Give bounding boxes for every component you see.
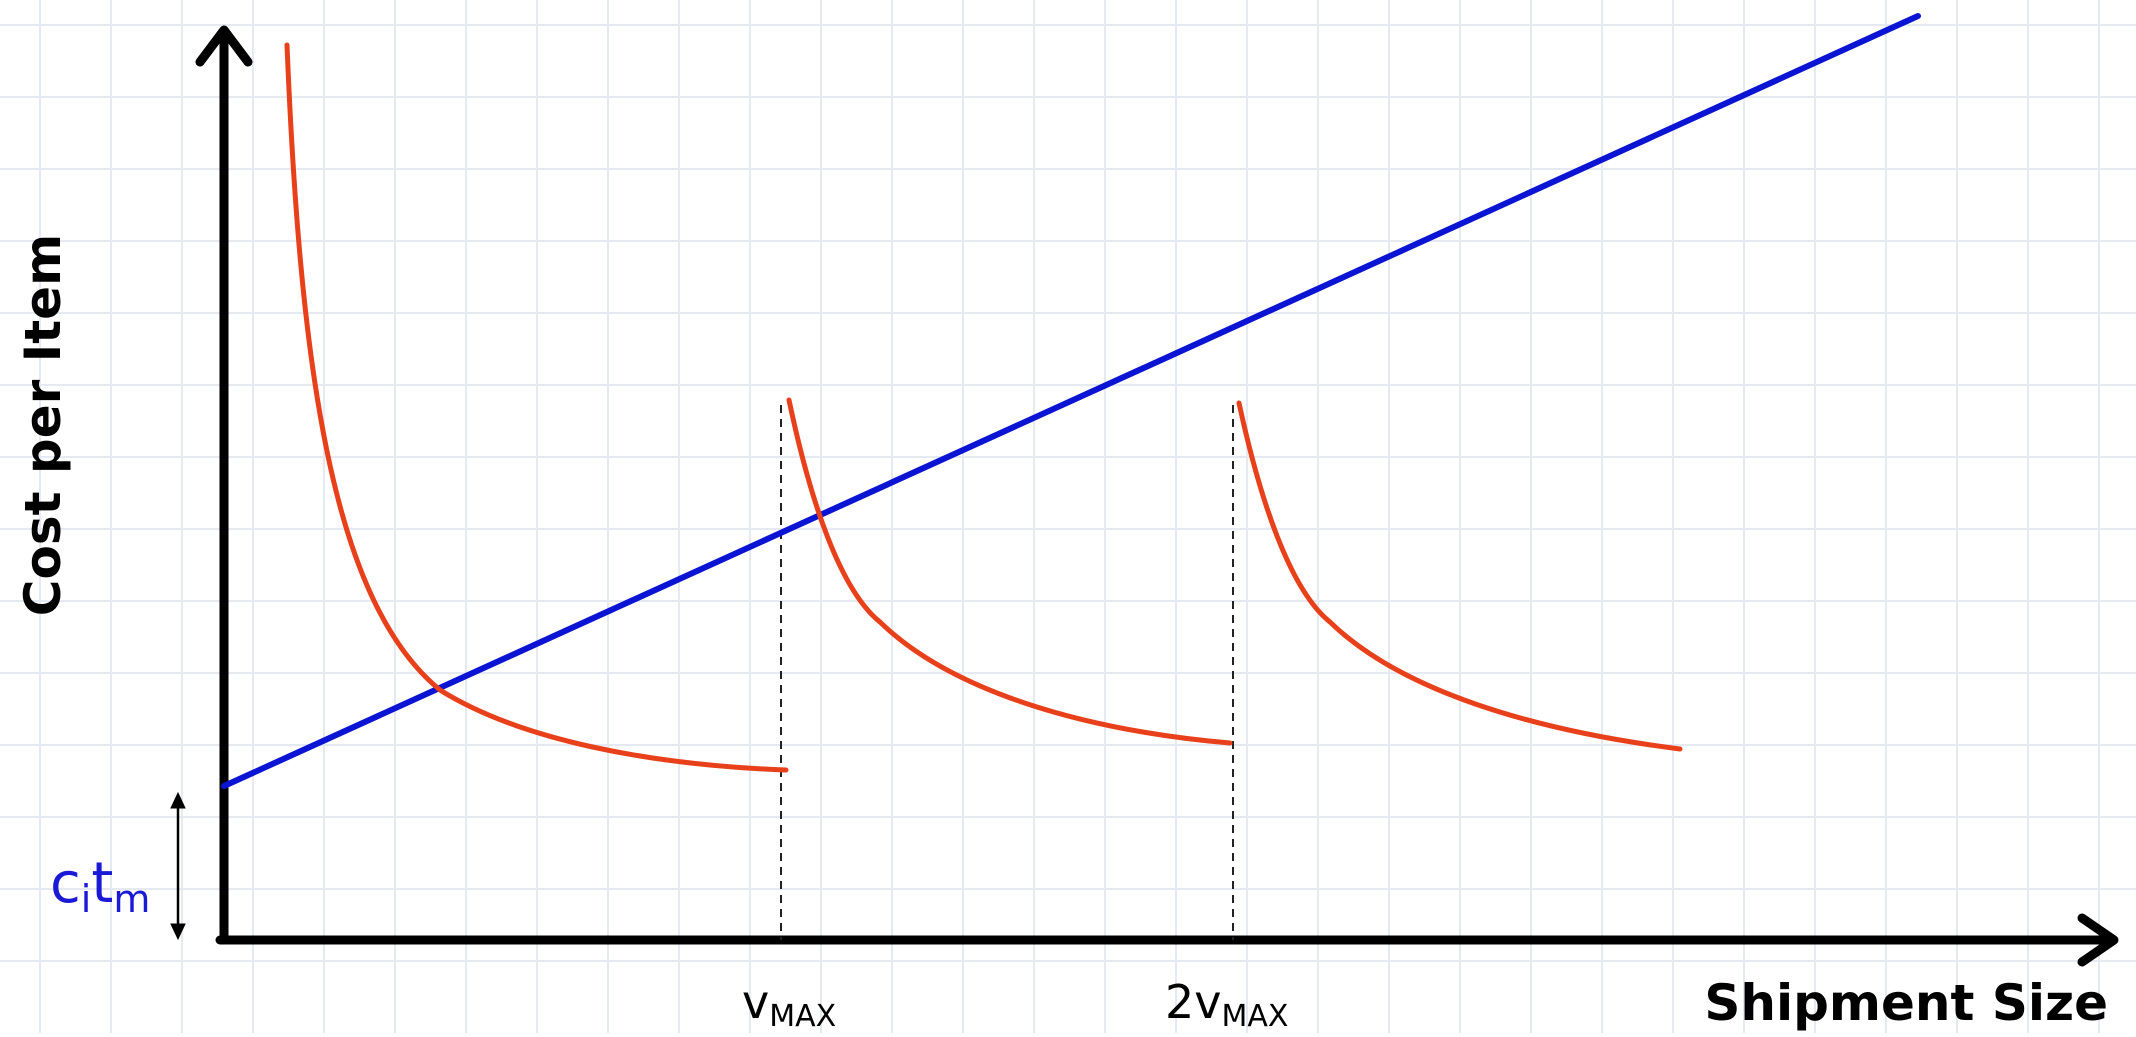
- tick-label-vmax: vMAX: [742, 975, 836, 1033]
- cost-curve-3: [1236, 400, 1683, 752]
- linear-cost-line: [221, 13, 1921, 789]
- cost-curve-1: [284, 42, 789, 773]
- double-arrow-vertical-icon: [170, 791, 186, 941]
- cost-curve-2: [786, 397, 1233, 746]
- x-axis-title: Shipment Size: [1704, 974, 2108, 1032]
- tick-label-2vmax: 2vMAX: [1165, 975, 1288, 1033]
- intercept-label: citm: [50, 851, 150, 921]
- y-axis-title: Cost per Item: [14, 234, 72, 616]
- arrow-up-icon: [195, 25, 253, 67]
- arrow-right-icon: [2077, 913, 2119, 967]
